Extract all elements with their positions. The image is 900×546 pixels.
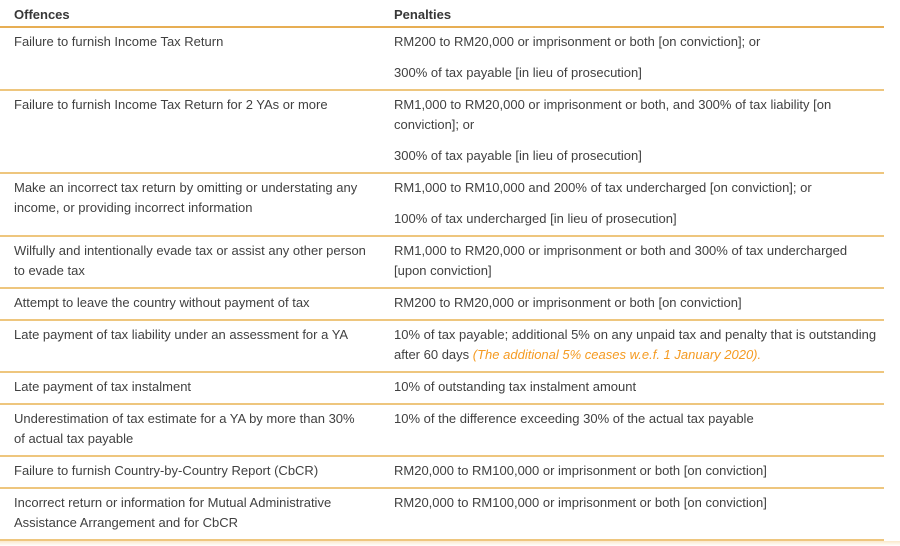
penalty-line: RM1,000 to RM20,000 or imprisonment or b… <box>394 97 832 132</box>
offence-cell: Late payment of tax liability under an a… <box>0 321 394 371</box>
table-row: Attempt to leave the country without pay… <box>0 289 884 321</box>
table-row: Wilfully and intentionally evade tax or … <box>0 237 884 289</box>
offence-text: Late payment of tax liability under an a… <box>14 327 349 342</box>
offence-text: Underestimation of tax estimate for a YA… <box>14 411 355 446</box>
penalty-cell: 10% of the difference exceeding 30% of t… <box>394 405 884 455</box>
penalty-line: 300% of tax payable [in lieu of prosecut… <box>394 65 642 80</box>
offence-cell: Late payment of tax instalment <box>0 373 394 403</box>
penalty-line: 10% of the difference exceeding 30% of t… <box>394 411 754 426</box>
penalty-cell: RM200 to RM20,000 or imprisonment or bot… <box>394 289 884 319</box>
offence-text: Attempt to leave the country without pay… <box>14 295 310 310</box>
penalty-line: RM20,000 to RM100,000 or imprisonment or… <box>394 495 767 510</box>
offence-text: Failure to furnish Country-by-Country Re… <box>14 463 319 478</box>
offence-text: Incorrect return or information for Mutu… <box>14 495 332 530</box>
penalty-cell: RM1,000 to RM10,000 and 200% of tax unde… <box>394 174 884 235</box>
offence-cell: Attempt to leave the country without pay… <box>0 289 394 319</box>
offence-cell: Make an incorrect tax return by omitting… <box>0 174 394 235</box>
table-row: Late payment of tax instalment 10% of ou… <box>0 373 884 405</box>
penalty-line: 10% of outstanding tax instalment amount <box>394 379 637 394</box>
table-row: Late payment of tax liability under an a… <box>0 321 884 373</box>
penalty-text: 10% of tax payable; additional 5% on any… <box>394 327 877 362</box>
offence-text: Failure to furnish Income Tax Return for… <box>14 97 328 112</box>
table-row: Failure to furnish Income Tax Return RM2… <box>0 28 884 91</box>
penalty-cell: RM200 to RM20,000 or imprisonment or bot… <box>394 28 884 89</box>
penalty-cell: RM1,000 to RM20,000 or imprisonment or b… <box>394 91 884 172</box>
bottom-rule-glow <box>0 541 900 546</box>
offence-cell: Incorrect return or information for Mutu… <box>0 489 394 539</box>
penalty-note: (The additional 5% ceases w.e.f. 1 Janua… <box>472 347 762 362</box>
table-header-row: Offences Penalties <box>0 0 884 28</box>
penalty-line: 300% of tax payable [in lieu of prosecut… <box>394 148 642 163</box>
penalty-cell: 10% of outstanding tax instalment amount <box>394 373 884 403</box>
offence-text: Wilfully and intentionally evade tax or … <box>14 243 366 278</box>
penalty-cell: RM20,000 to RM100,000 or imprisonment or… <box>394 489 884 539</box>
offence-cell: Underestimation of tax estimate for a YA… <box>0 405 394 455</box>
offence-cell: Failure to furnish Income Tax Return for… <box>0 91 394 172</box>
table-row: Underestimation of tax estimate for a YA… <box>0 405 884 457</box>
penalty-line: RM200 to RM20,000 or imprisonment or bot… <box>394 34 761 49</box>
penalty-line: RM1,000 to RM10,000 and 200% of tax unde… <box>394 180 812 195</box>
table-row: Failure to furnish Country-by-Country Re… <box>0 457 884 489</box>
offence-text: Failure to furnish Income Tax Return <box>14 34 224 49</box>
penalty-line: 100% of tax undercharged [in lieu of pro… <box>394 211 677 226</box>
table-row: Make an incorrect tax return by omitting… <box>0 174 884 237</box>
penalty-cell: 10% of tax payable; additional 5% on any… <box>394 321 884 371</box>
header-offences: Offences <box>14 7 70 22</box>
offence-cell: Wilfully and intentionally evade tax or … <box>0 237 394 287</box>
offence-cell: Failure to furnish Income Tax Return <box>0 28 394 89</box>
offence-text: Make an incorrect tax return by omitting… <box>14 180 358 215</box>
penalty-cell: RM1,000 to RM20,000 or imprisonment or b… <box>394 237 884 287</box>
header-penalties: Penalties <box>394 7 452 22</box>
penalty-line: 10% of tax payable; additional 5% on any… <box>394 325 882 365</box>
penalty-line: RM20,000 to RM100,000 or imprisonment or… <box>394 463 767 478</box>
penalty-line: RM1,000 to RM20,000 or imprisonment or b… <box>394 243 848 278</box>
penalty-cell: RM20,000 to RM100,000 or imprisonment or… <box>394 457 884 487</box>
table-row: Failure to furnish Income Tax Return for… <box>0 91 884 174</box>
offence-cell: Failure to furnish Country-by-Country Re… <box>0 457 394 487</box>
offence-text: Late payment of tax instalment <box>14 379 192 394</box>
penalty-line: RM200 to RM20,000 or imprisonment or bot… <box>394 295 742 310</box>
table-row: Incorrect return or information for Mutu… <box>0 489 884 541</box>
